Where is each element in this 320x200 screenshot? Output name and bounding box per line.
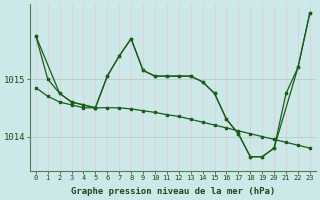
X-axis label: Graphe pression niveau de la mer (hPa): Graphe pression niveau de la mer (hPa) <box>71 187 275 196</box>
